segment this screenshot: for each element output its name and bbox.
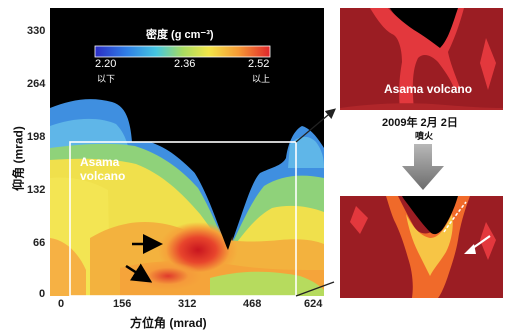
colorbar-title: 密度 (g cm⁻³) [146, 29, 214, 41]
x-tick-156: 156 [113, 298, 132, 310]
bottom-inset-map [340, 196, 503, 298]
top-inset-volcano-label: Asama volcano [384, 82, 473, 96]
main-volcano-label-line2: volcano [80, 169, 126, 183]
colorbar-max-label: 2.52 [248, 58, 270, 70]
y-tick-330: 330 [27, 25, 46, 37]
x-axis-label: 方位角 (mrad) [130, 316, 207, 330]
main-volcano-label-line1: Asama [80, 155, 120, 169]
colorbar-above-note: 以上 [252, 74, 271, 84]
eruption-label: 噴火 [415, 131, 434, 141]
x-tick-624: 624 [304, 298, 323, 310]
eruption-date: 2009年 2月 2日 [382, 117, 458, 129]
arrow-overlay [125, 234, 163, 283]
colorbar-below-note: 以下 [97, 74, 116, 84]
y-tick-264: 264 [27, 78, 46, 90]
y-tick-66: 66 [33, 237, 46, 249]
y-tick-132: 132 [27, 184, 46, 196]
colorbar-min-label: 2.20 [95, 58, 117, 70]
y-tick-0: 0 [39, 288, 46, 300]
arrow-lower [125, 263, 153, 283]
x-tick-0: 0 [58, 298, 65, 310]
top-inset-map [340, 8, 503, 110]
bottom-inset [340, 196, 503, 298]
y-tick-198: 198 [27, 131, 46, 143]
down-arrow-icon [402, 144, 444, 190]
x-tick-468: 468 [243, 298, 262, 310]
main-volcano-label: Asama volcano [80, 155, 125, 183]
colorbar-mid-label: 2.36 [174, 58, 196, 70]
top-inset: Asama volcano [340, 8, 503, 110]
x-tick-312: 312 [178, 298, 197, 310]
